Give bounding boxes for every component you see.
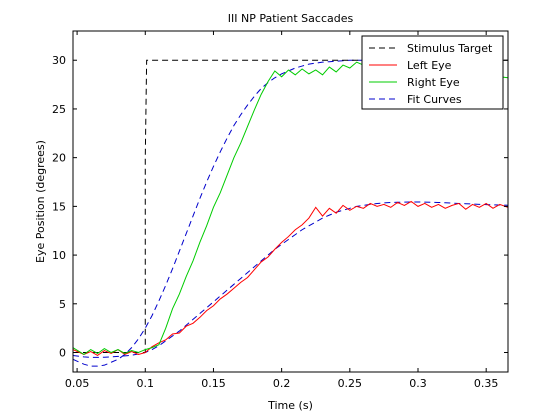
x-tick-label: 0.25 [338,377,363,390]
x-tick-label: 0.35 [474,377,499,390]
x-tick-label: 0.2 [273,377,291,390]
legend-label-stimulus-target: Stimulus Target [407,42,493,55]
legend-label-fit-curves: Fit Curves [407,93,462,106]
legend-box [361,35,504,110]
legend-entries: Stimulus Target Left Eye Right Eye Fit Curv… [369,42,493,106]
legend-label-left-eye: Left Eye [407,59,452,72]
y-tick-label: 25 [52,103,66,116]
y-tick-label: 10 [52,249,66,262]
fit-curves-line-2 [73,201,508,358]
y-axis-ticks: 0 5 10 15 20 25 30 [52,54,508,360]
x-axis-ticks: 0.05 0.1 0.15 0.2 0.25 0.3 0.35 [65,31,499,390]
plot-frame [72,30,509,373]
legend: Stimulus Target Left Eye Right Eye Fit Curv… [361,35,504,110]
y-tick-label: 0 [59,347,66,360]
x-tick-label: 0.15 [201,377,226,390]
x-axis-label: Time (s) [267,399,313,412]
x-tick-label: 0.3 [409,377,427,390]
y-tick-label: 30 [52,54,66,67]
y-tick-label: 15 [52,200,66,213]
left-eye-line [73,200,508,357]
stimulus-target-line [73,59,508,354]
legend-label-right-eye: Right Eye [407,76,460,89]
chart-title: III NP Patient Saccades [228,12,354,25]
y-tick-label: 20 [52,152,66,165]
x-tick-label: 0.1 [137,377,155,390]
y-tick-label: 5 [59,298,66,311]
y-axis-label: Eye Position (degrees) [34,140,47,263]
x-tick-label: 0.05 [65,377,90,390]
